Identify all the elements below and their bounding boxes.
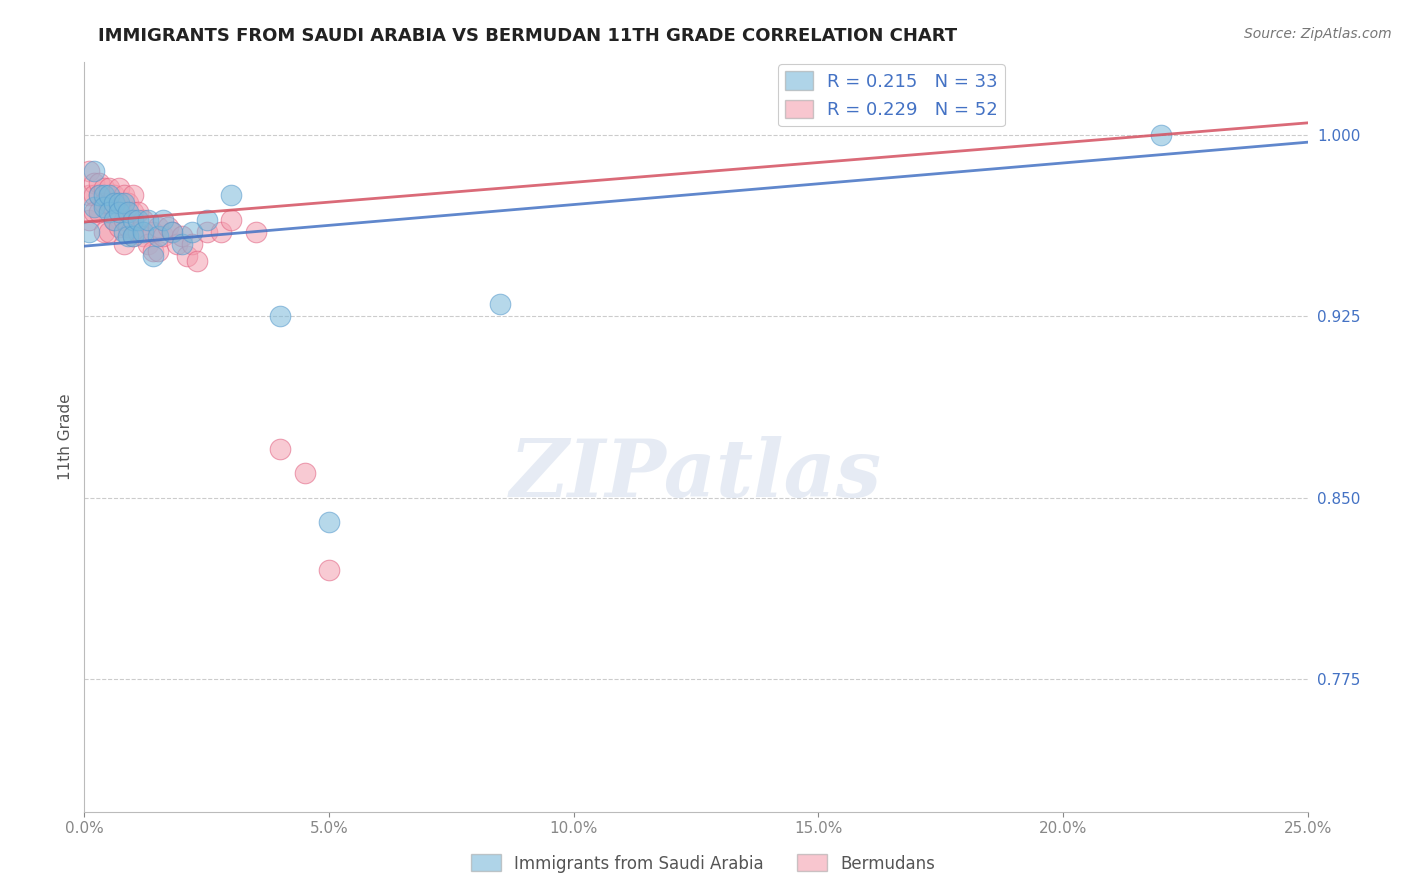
Point [117, 219, 139, 234]
Point [132, 229, 155, 244]
Point [83, 205, 105, 219]
Point [122, 229, 145, 244]
Point [97, 195, 120, 210]
Point [172, 236, 194, 251]
Point [117, 205, 139, 219]
Point [93, 181, 115, 195]
Point [152, 212, 174, 227]
Point [162, 225, 184, 239]
Point [103, 188, 125, 202]
Point [93, 195, 115, 210]
Point [112, 212, 135, 227]
Point [146, 219, 169, 234]
Point [219, 212, 242, 227]
Point [77, 188, 100, 202]
Point [132, 225, 155, 239]
Point [1150, 128, 1173, 142]
Point [136, 212, 159, 227]
Point [176, 249, 198, 263]
Point [93, 225, 115, 239]
Point [77, 225, 100, 239]
Legend: Immigrants from Saudi Arabia, Bermudans: Immigrants from Saudi Arabia, Bermudans [464, 847, 942, 880]
Point [269, 310, 291, 324]
Point [122, 229, 145, 244]
Point [107, 195, 129, 210]
Point [83, 188, 105, 202]
Point [172, 229, 194, 244]
Point [156, 219, 179, 234]
Point [97, 181, 120, 195]
Point [245, 225, 267, 239]
Point [181, 225, 204, 239]
Point [318, 515, 340, 529]
Point [142, 225, 165, 239]
Point [107, 205, 129, 219]
Point [294, 467, 316, 481]
Point [107, 195, 129, 210]
Point [166, 236, 188, 251]
Point [93, 188, 115, 202]
Text: IMMIGRANTS FROM SAUDI ARABIA VS BERMUDAN 11TH GRADE CORRELATION CHART: IMMIGRANTS FROM SAUDI ARABIA VS BERMUDAN… [98, 27, 957, 45]
Legend: R = 0.215   N = 33, R = 0.229   N = 52: R = 0.215 N = 33, R = 0.229 N = 52 [779, 64, 1005, 126]
Point [87, 176, 110, 190]
Point [186, 253, 208, 268]
Point [146, 229, 169, 244]
Y-axis label: 11th Grade: 11th Grade [58, 393, 73, 481]
Point [97, 205, 120, 219]
Point [83, 201, 105, 215]
Point [209, 225, 232, 239]
Point [162, 225, 184, 239]
Point [152, 229, 174, 244]
Point [112, 225, 135, 239]
Point [122, 212, 145, 227]
Point [117, 195, 139, 210]
Point [269, 442, 291, 457]
Point [87, 188, 110, 202]
Point [122, 205, 145, 219]
Point [87, 205, 110, 219]
Text: Source: ZipAtlas.com: Source: ZipAtlas.com [1244, 27, 1392, 41]
Point [142, 249, 165, 263]
Point [117, 229, 139, 244]
Point [97, 188, 120, 202]
Point [83, 164, 105, 178]
Point [318, 563, 340, 577]
Point [112, 195, 135, 210]
Point [77, 212, 100, 227]
Point [127, 212, 149, 227]
Point [87, 188, 110, 202]
Point [77, 164, 100, 178]
Point [97, 225, 120, 239]
Point [103, 212, 125, 227]
Point [107, 181, 129, 195]
Point [127, 225, 149, 239]
Point [219, 188, 242, 202]
Point [103, 195, 125, 210]
Point [195, 225, 218, 239]
Point [127, 205, 149, 219]
Point [195, 212, 218, 227]
Point [122, 188, 145, 202]
Point [83, 176, 105, 190]
Point [107, 219, 129, 234]
Point [489, 297, 512, 311]
Point [136, 236, 159, 251]
Point [132, 212, 155, 227]
Point [181, 236, 204, 251]
Point [112, 236, 135, 251]
Text: ZIPatlas: ZIPatlas [510, 436, 882, 513]
Point [146, 244, 169, 258]
Point [93, 201, 115, 215]
Point [112, 188, 135, 202]
Point [103, 212, 125, 227]
Point [142, 244, 165, 258]
